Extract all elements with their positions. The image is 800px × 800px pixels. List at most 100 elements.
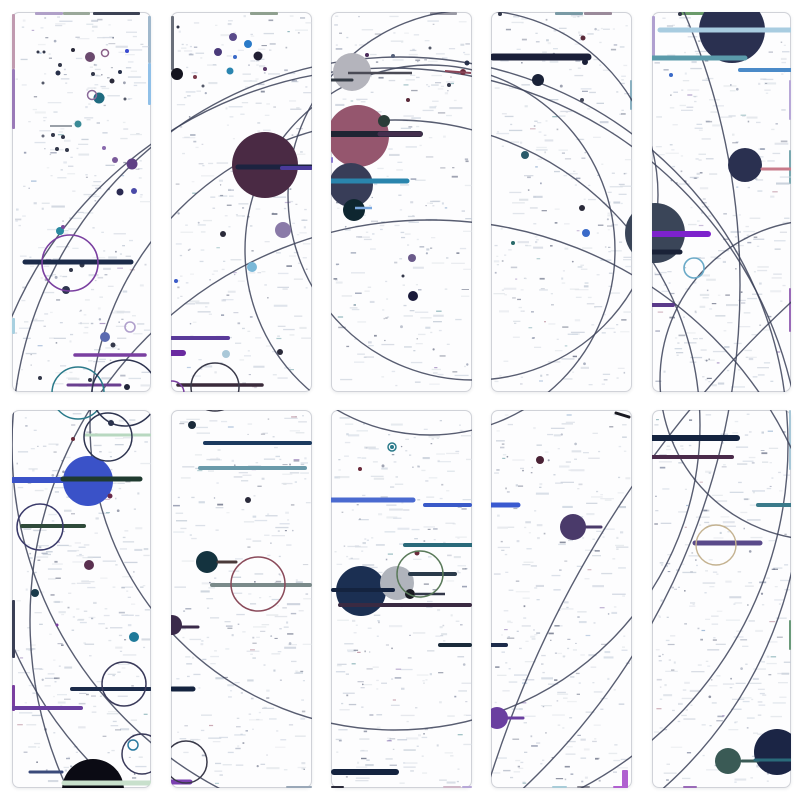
edge-strip [12,318,15,334]
filled-circle [343,199,365,221]
filled-circle [245,497,251,503]
filled-circle [118,70,122,74]
edge-strip [680,12,710,15]
filled-circle [109,78,115,84]
filled-circle [129,632,139,642]
filled-circle [116,188,124,196]
filled-circle [162,615,182,635]
filled-circle [390,445,394,449]
ring-circle [16,503,64,551]
edge-strip [630,80,632,110]
arc-circle [12,67,791,788]
filled-circle [263,67,267,71]
edge-strip [12,14,15,69]
ring-circle [695,524,737,566]
filled-circle [85,52,95,62]
edge-strip [462,786,472,788]
edge-strip [93,12,140,15]
streak-line [614,411,631,419]
arc-circle [12,12,741,788]
edge-strip [250,12,278,15]
filled-circle [61,135,65,139]
filled-circle [41,134,45,138]
panel-bottom-4 [491,410,632,788]
filled-circle [91,72,95,76]
edge-strip [613,786,628,788]
arc-circle [89,119,701,731]
ring-circle [86,89,98,101]
ring-circle [91,359,159,427]
edge-strip [63,12,90,15]
filled-circle [176,25,180,29]
filled-circle [275,222,291,238]
edge-strip [12,600,15,658]
edge-strip [789,620,791,650]
filled-circle [62,759,124,788]
filled-circle [112,157,118,163]
filled-circle [244,40,252,48]
filled-circle [498,12,502,16]
filled-circle [36,50,40,54]
filled-circle [391,54,395,58]
arc-circle [659,219,791,541]
filled-circle [365,53,369,57]
filled-circle [678,12,682,16]
edge-strip [789,410,791,470]
filled-circle [31,589,39,597]
filled-circle [579,205,585,211]
filled-circle [428,46,432,50]
filled-circle [41,81,45,85]
edge-strip [331,786,344,788]
filled-circle [408,291,418,301]
filled-circle [728,148,762,182]
filled-circle [408,254,416,262]
edge-strip [12,685,15,711]
filled-circle [580,98,584,102]
filled-circle [580,35,586,41]
ring-circle [396,550,444,598]
ring-circle [683,257,705,279]
filled-circle [55,70,61,76]
arc-circle [438,12,791,788]
edge-strip [286,786,312,788]
edge-strip [555,12,583,15]
edge-strip [443,786,461,788]
noise-texture [15,15,791,784]
ring-circle [100,48,110,58]
arc-circle [29,219,791,788]
filled-circle [56,227,64,235]
ring-circle [230,556,286,612]
ring-circle [51,366,105,420]
ring-circle [121,733,163,775]
edge-strip [789,288,791,332]
ring-circle [127,739,139,751]
edge-strip [622,770,628,788]
ring-circle [387,442,397,452]
filled-circle [84,560,94,570]
filled-circle [74,120,82,128]
filled-circle [55,147,59,151]
filled-circle [61,225,65,229]
panel-top-5 [652,12,791,392]
filled-circle [378,115,390,127]
filled-circle [536,456,544,464]
ring-circle [164,740,208,784]
filled-circle [253,51,263,61]
arc-circle [244,64,616,436]
filled-circle [201,84,205,88]
filled-circle [102,146,106,150]
filled-circle [669,73,673,77]
filled-circle [123,97,127,101]
filled-circle [55,623,59,627]
edge-strip [171,16,174,70]
ring-circle [190,362,240,412]
filled-circle [222,350,230,358]
filled-circle [125,49,129,53]
filled-circle [329,163,373,207]
filled-circle [521,151,529,159]
panel-top-1 [12,12,151,392]
filled-circle [107,493,113,499]
